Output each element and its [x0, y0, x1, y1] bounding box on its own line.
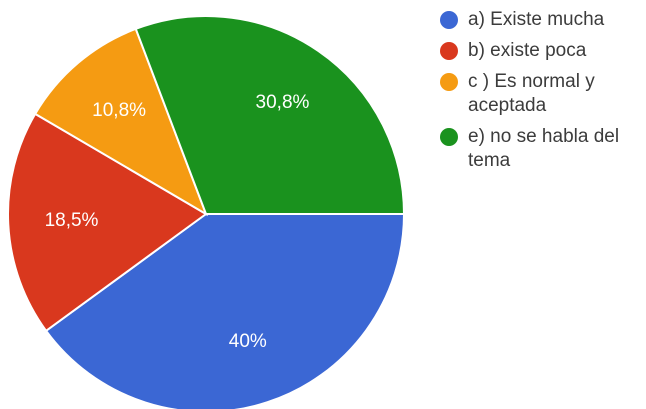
legend-item-es-normal[interactable]: c ) Es normal y aceptada	[440, 70, 640, 118]
legend-item-existe-poca[interactable]: b) existe poca	[440, 39, 640, 63]
legend-label: a) Existe mucha	[468, 9, 605, 30]
legend: a) Existe mucha b) existe poca c ) Es no…	[440, 8, 640, 180]
legend-swatch	[440, 73, 458, 91]
legend-swatch	[440, 11, 458, 29]
slice-label-existe-poca: 18,5%	[45, 210, 99, 231]
slice-label-es-normal: 10,8%	[92, 100, 146, 121]
legend-swatch	[440, 42, 458, 60]
legend-label: e) no se habla del tema	[468, 126, 620, 171]
slice-existe-mucha[interactable]	[44, 213, 406, 409]
slice-es-normal[interactable]	[33, 27, 208, 217]
slice-label-existe-mucha: 40%	[229, 331, 267, 352]
slice-no-se-habla[interactable]	[134, 15, 406, 215]
legend-item-existe-mucha[interactable]: a) Existe mucha	[440, 8, 640, 32]
legend-swatch	[440, 128, 458, 146]
legend-item-no-se-habla[interactable]: e) no se habla del tema	[440, 125, 640, 173]
legend-label: b) existe poca	[468, 40, 587, 61]
slice-existe-poca[interactable]	[7, 112, 208, 333]
legend-label: c ) Es normal y aceptada	[468, 71, 595, 116]
slice-label-no-se-habla: 30,8%	[256, 92, 310, 113]
